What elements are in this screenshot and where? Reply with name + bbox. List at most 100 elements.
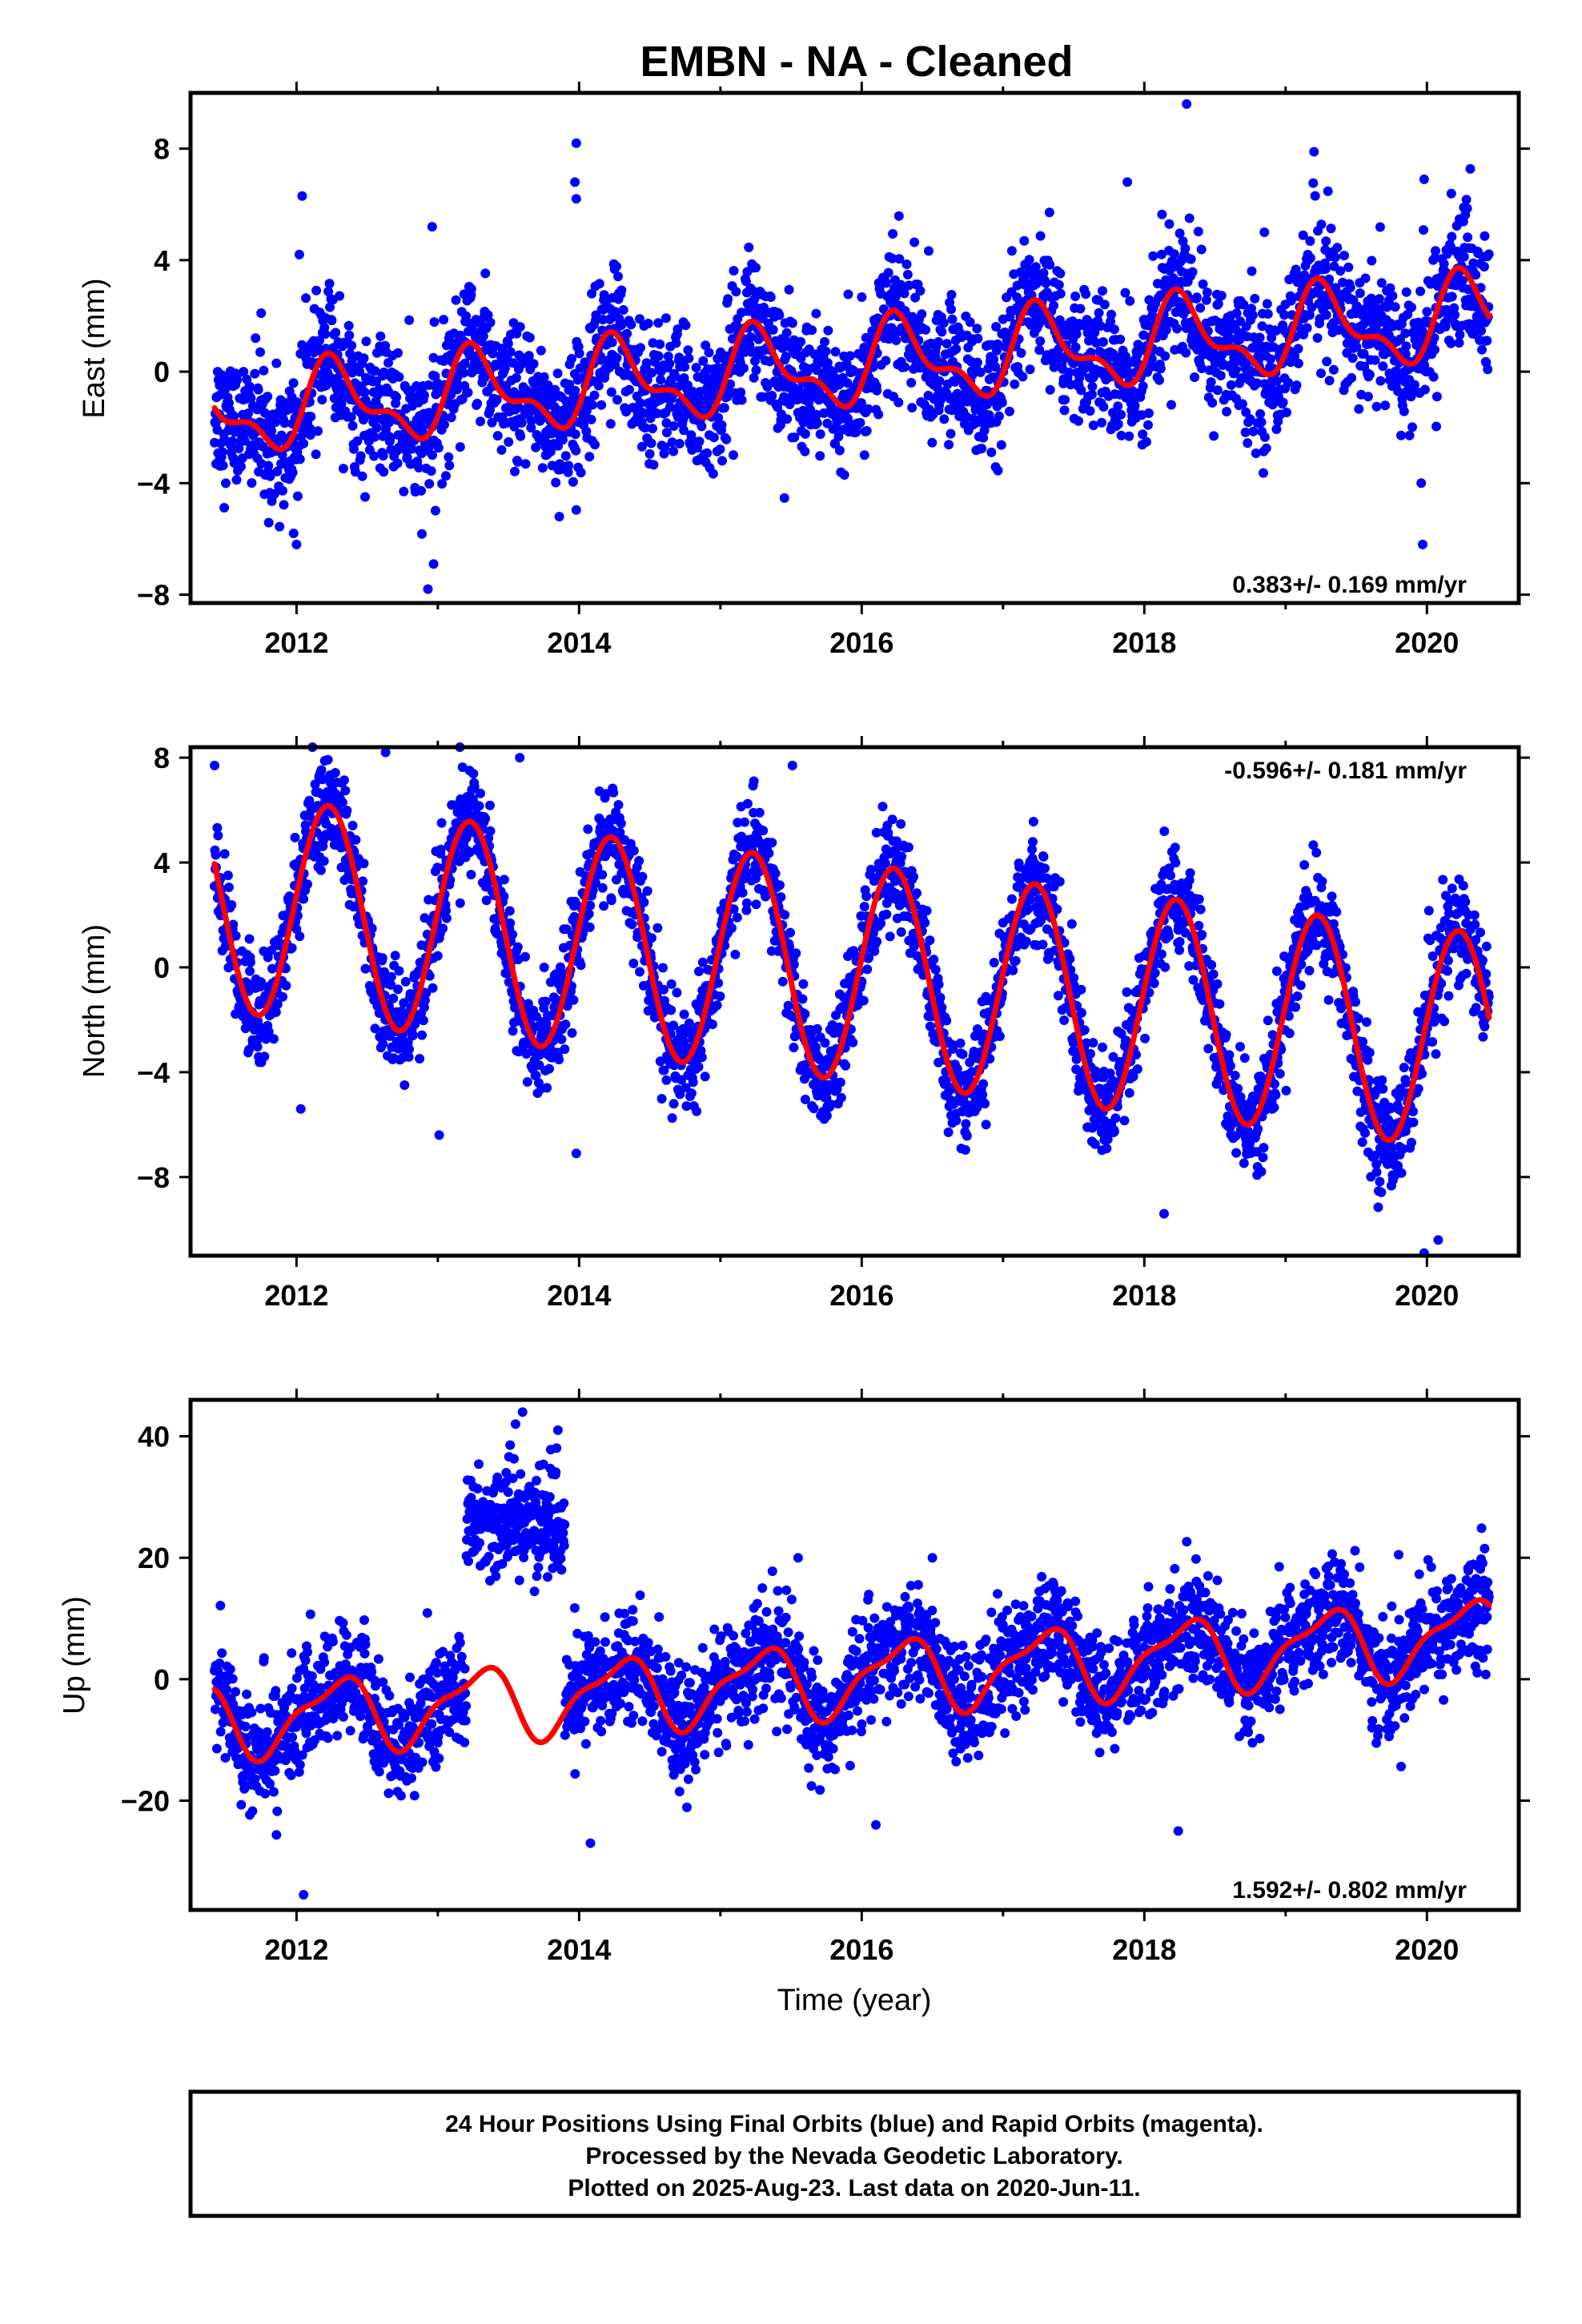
north-data-point	[741, 898, 752, 908]
east-data-point	[272, 466, 283, 476]
east-data-point	[1347, 372, 1357, 383]
east-data-point	[1215, 371, 1226, 380]
east-xtick-label: 2016	[829, 626, 893, 659]
east-data-point	[787, 318, 797, 328]
east-data-point	[671, 338, 681, 348]
east-data-point	[681, 320, 691, 331]
north-data-point	[642, 886, 652, 896]
east-data-point	[1364, 369, 1375, 380]
east-data-point	[729, 266, 739, 275]
east-data-point	[1401, 341, 1411, 352]
east-data-point	[383, 358, 393, 368]
east-data-point	[437, 479, 448, 489]
east-data-point	[1209, 431, 1219, 441]
east-data-point	[996, 440, 1006, 450]
east-data-point	[598, 304, 608, 315]
north-data-point	[712, 1000, 722, 1011]
east-data-point	[1138, 381, 1148, 392]
north-data-point	[584, 909, 594, 919]
east-data-point	[702, 448, 713, 458]
east-data-point	[288, 529, 299, 538]
east-data-point	[1422, 307, 1432, 317]
east-data-point	[343, 320, 354, 331]
north-data-point	[539, 963, 549, 972]
east-data-point	[1190, 372, 1199, 382]
east-data-point	[1049, 300, 1059, 311]
east-data-point	[665, 359, 675, 369]
east-data-point	[512, 456, 523, 467]
north-data-point	[912, 888, 921, 899]
east-data-point	[1293, 358, 1303, 368]
east-data-point	[247, 478, 257, 489]
east-ytick-label: 8	[154, 133, 170, 166]
east-data-point	[1180, 243, 1191, 254]
north-data-point	[400, 976, 411, 987]
north-data-point	[921, 906, 932, 916]
east-data-point	[697, 421, 707, 432]
north-data-point	[780, 910, 790, 920]
east-data-point	[1081, 289, 1091, 300]
east-data-point	[1212, 385, 1223, 396]
east-data-point	[576, 468, 586, 478]
east-data-point	[1182, 99, 1192, 109]
east-data-point	[1120, 287, 1130, 298]
east-data-point	[1326, 223, 1336, 234]
east-data-point	[1476, 326, 1486, 336]
east-data-point	[684, 353, 694, 364]
east-data-point	[902, 269, 913, 279]
north-data-point	[909, 871, 919, 882]
east-data-point	[1262, 299, 1272, 309]
north-data-point	[415, 1054, 425, 1063]
east-data-point	[901, 259, 912, 269]
east-data-point	[721, 434, 732, 444]
east-data-point	[560, 451, 571, 461]
east-data-point	[937, 327, 947, 337]
north-data-point	[798, 979, 809, 989]
east-data-point	[606, 387, 616, 397]
east-data-point	[580, 357, 590, 368]
north-data-point	[468, 769, 479, 779]
east-data-point	[1447, 292, 1457, 302]
north-data-point	[342, 806, 352, 815]
east-data-point	[589, 390, 600, 400]
east-data-point	[1143, 408, 1154, 418]
east-data-point	[1243, 438, 1253, 448]
east-data-point	[1305, 236, 1315, 246]
east-data-point	[1259, 227, 1270, 237]
east-data-point	[359, 387, 370, 397]
east-data-point	[924, 246, 934, 256]
north-data-point	[394, 966, 404, 976]
east-xtick-label: 2014	[547, 626, 611, 659]
north-data-point	[669, 1099, 679, 1109]
east-data-point	[1387, 291, 1398, 301]
east-data-point	[1166, 400, 1176, 410]
north-data-point	[866, 864, 876, 875]
north-data-point	[295, 931, 305, 942]
east-data-point	[487, 417, 497, 428]
north-data-point	[299, 894, 309, 904]
east-data-point	[239, 436, 250, 446]
north-data-point	[776, 892, 786, 903]
east-data-point	[546, 428, 556, 439]
north-data-point	[715, 991, 725, 1002]
east-data-point	[594, 279, 604, 289]
east-data-point	[439, 315, 449, 325]
north-data-point	[881, 909, 892, 919]
north-data-point	[877, 802, 888, 812]
east-data-point	[571, 138, 581, 148]
east-data-point	[370, 366, 380, 376]
east-data-point	[1164, 219, 1174, 229]
east-data-point	[1479, 262, 1489, 271]
east-data-point	[1321, 310, 1331, 320]
north-data-point	[386, 971, 396, 982]
east-data-point	[942, 339, 952, 349]
east-data-point	[1360, 273, 1371, 283]
east-data-point	[1376, 278, 1387, 288]
east-data-point	[1074, 416, 1083, 426]
north-data-point	[223, 870, 233, 881]
east-data-point	[295, 454, 305, 464]
east-data-point	[751, 365, 761, 376]
east-data-point	[1154, 375, 1164, 385]
east-data-point	[423, 584, 433, 594]
